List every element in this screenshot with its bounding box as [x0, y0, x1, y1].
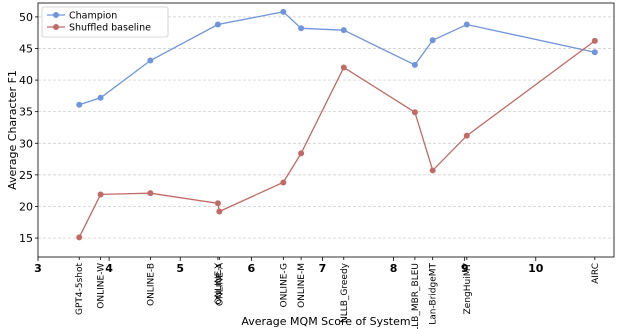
x-tick-label: 10 — [528, 262, 544, 275]
data-point — [214, 200, 221, 207]
y-tick-label: 40 — [19, 74, 33, 87]
data-point — [97, 191, 104, 198]
system-label: ONLINE-A — [215, 262, 225, 306]
data-point — [429, 167, 436, 174]
legend-marker — [53, 12, 59, 18]
data-point — [216, 208, 223, 215]
y-tick-label: 45 — [19, 42, 33, 55]
x-tick-label: 7 — [319, 262, 327, 275]
y-tick-label: 50 — [19, 11, 33, 24]
y-axis: 15 20 25 30 35 40 45 50 — [19, 11, 38, 245]
data-point — [429, 37, 436, 44]
y-tick-label: 25 — [19, 169, 33, 182]
y-tick-label: 15 — [19, 232, 33, 245]
y-tick-label: 35 — [19, 106, 33, 119]
x-axis-title: Average MQM Score of System — [241, 315, 410, 328]
y-tick-label: 30 — [19, 137, 33, 150]
data-point — [340, 64, 347, 71]
system-label: NLLB_Greedy — [340, 262, 350, 323]
legend-label: Shuffled baseline — [69, 23, 151, 34]
system-label: Lan-BridgeMT — [429, 263, 439, 325]
data-point — [340, 27, 347, 34]
y-tick-label: 20 — [19, 200, 33, 213]
data-point — [463, 21, 470, 28]
y-axis-title: Average Character F1 — [6, 70, 19, 190]
system-label: ZengHuiMT — [463, 263, 473, 315]
system-label: GPT4-5shot — [75, 263, 85, 315]
data-point — [591, 49, 598, 56]
data-point — [298, 25, 305, 32]
data-point — [463, 132, 470, 139]
data-point — [411, 109, 418, 116]
data-point — [280, 179, 287, 186]
data-point — [298, 150, 305, 157]
system-label: ONLINE-B — [146, 263, 156, 306]
system-label: AIRC — [591, 263, 601, 284]
x-tick-label: 3 — [34, 262, 42, 275]
series-1 — [76, 37, 598, 241]
x-tick-label: 5 — [176, 262, 184, 275]
system-label: ONLINE-Y — [214, 263, 224, 305]
series-layer — [76, 8, 598, 241]
data-point — [147, 190, 154, 197]
plot-frame — [37, 2, 615, 258]
x-tick-label: 8 — [390, 262, 398, 275]
data-point — [76, 101, 83, 108]
system-label: ONLINE-W — [97, 263, 107, 309]
grid-lines — [38, 16, 614, 239]
x-axis: 3 4 5 6 7 8 9 10 — [34, 257, 544, 275]
legend-marker — [53, 24, 59, 30]
x-tick-label: 9 — [461, 262, 469, 275]
legend-label: Champion — [69, 11, 117, 22]
system-label: ONLINE-G — [279, 263, 289, 307]
x-tick-label: 4 — [105, 262, 113, 275]
legend-box — [41, 6, 169, 38]
data-point — [97, 94, 104, 101]
series-0 — [76, 8, 598, 108]
system-label: ONLINE-M — [297, 263, 307, 308]
data-point — [147, 57, 154, 64]
data-point — [411, 61, 418, 68]
system-labels: GPT4-5shot ONLINE-W ONLINE-B ONLINE-YONLINE… — [75, 257, 601, 329]
data-point — [214, 21, 221, 28]
system-label: NLLB_MBR_BLEU — [411, 263, 421, 329]
data-point — [76, 234, 83, 241]
data-point — [591, 37, 598, 44]
series-line — [78, 40, 596, 238]
data-point — [280, 8, 287, 15]
x-tick-label: 6 — [248, 262, 256, 275]
